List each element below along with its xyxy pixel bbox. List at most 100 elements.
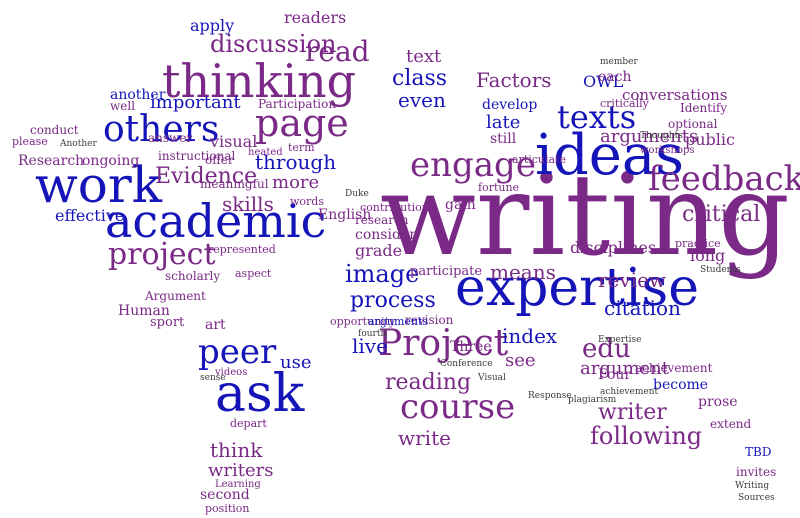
word-TBD: TBD xyxy=(745,445,772,459)
word-Three: Three xyxy=(450,339,492,355)
word-articulate: articulate xyxy=(512,153,567,166)
word-Writing: Writing xyxy=(735,481,770,491)
word-art: art xyxy=(205,317,226,333)
word-page: page xyxy=(255,101,349,145)
word-visual: visual xyxy=(210,132,258,151)
word-text: text xyxy=(406,46,442,67)
word-optional: optional xyxy=(668,117,718,131)
word-work: work xyxy=(35,156,163,214)
word-videos: videos xyxy=(215,367,248,378)
word-disciplines: disciplines xyxy=(570,238,657,257)
word-Human: Human xyxy=(118,303,170,319)
word-meaningful: meaningful xyxy=(200,177,269,191)
word-become: become xyxy=(653,377,709,393)
word-Project: Project xyxy=(378,323,509,364)
word-see: see xyxy=(505,350,536,371)
word-contributions: contributions xyxy=(360,201,435,214)
word-Sources: Sources xyxy=(738,493,775,503)
word-still: still xyxy=(490,131,517,147)
word-each: each xyxy=(598,69,632,85)
word-readers: readers xyxy=(284,8,347,27)
word-think: think xyxy=(210,438,263,462)
word-writer: writer xyxy=(598,400,667,425)
word-reading: reading xyxy=(385,370,472,395)
word-Another: Another xyxy=(60,139,97,149)
word-conversations: conversations xyxy=(622,86,728,104)
word-Participation: Participation xyxy=(258,97,337,111)
word-Visual: Visual xyxy=(478,373,506,383)
word-conduct: conduct xyxy=(30,123,79,137)
word-participate: participate xyxy=(410,264,483,279)
word-Expertise: Expertise xyxy=(598,335,642,345)
word-ideas: ideas xyxy=(535,123,685,188)
word-depart: depart xyxy=(230,417,267,430)
word-Students: Students xyxy=(700,265,741,275)
word-revision: revision xyxy=(405,313,454,327)
word-discussion: discussion xyxy=(210,30,337,58)
word-fourth: fourth xyxy=(358,329,387,339)
word-Argument: Argument xyxy=(145,289,206,303)
word-Evidence: Evidence xyxy=(155,164,258,189)
word-please: please xyxy=(12,135,48,148)
word-peer: peer xyxy=(198,332,277,372)
word-writing: writing xyxy=(380,151,790,281)
word-apply: apply xyxy=(190,16,235,35)
word-means: means xyxy=(490,260,556,284)
word-Conference: Conference xyxy=(440,359,493,369)
word-important: important xyxy=(150,92,241,113)
word-ongoing: ongoing xyxy=(82,153,140,169)
word-workshops: workshops xyxy=(640,145,695,156)
word-expertise: expertise xyxy=(455,258,700,318)
word-read: read xyxy=(305,35,370,68)
word-Research: Research xyxy=(18,153,85,169)
word-texts: texts xyxy=(557,98,637,136)
word-argument: argument xyxy=(580,358,669,379)
word-long: long xyxy=(690,246,726,265)
word-more: more xyxy=(272,172,320,193)
word-achievement-2: achievement xyxy=(600,387,659,397)
word-scholarly: scholarly xyxy=(165,269,221,283)
word-practice: practice xyxy=(675,237,721,250)
word-words: words xyxy=(290,195,324,208)
word-citation: citation xyxy=(604,296,681,320)
word-extend: extend xyxy=(710,417,752,431)
word-Thoughts: Thoughts xyxy=(640,131,683,141)
word-second: second xyxy=(200,487,250,503)
word-effective: effective xyxy=(55,206,125,225)
word-answer: answer xyxy=(148,131,193,145)
word-plagiarism: plagiarism xyxy=(568,395,617,405)
word-review: review xyxy=(598,268,667,292)
word-represented: represented xyxy=(208,243,276,256)
word-index: index xyxy=(502,324,558,348)
word-project: project xyxy=(108,237,216,272)
word-academic: academic xyxy=(105,194,327,248)
word-opportunity: opportunity xyxy=(330,315,396,328)
word-following: following xyxy=(590,422,703,450)
word-critical: critical xyxy=(682,202,761,227)
word-another: another xyxy=(110,87,166,103)
word-well: well xyxy=(110,99,136,113)
word-term: term xyxy=(288,141,315,154)
word-engage: engage xyxy=(410,145,536,185)
word-arguments-2: arguments xyxy=(368,315,429,328)
word-live: live xyxy=(352,334,388,358)
word-Response: Response xyxy=(528,391,572,401)
word-research: research xyxy=(355,213,409,227)
word-writers: writers xyxy=(208,460,274,481)
word-class: class xyxy=(392,66,448,91)
word-fortune: fortune xyxy=(478,181,520,194)
word-prose: prose xyxy=(698,394,738,410)
word-instructional: instructional xyxy=(158,149,236,163)
word-use: use xyxy=(280,352,312,373)
word-Duke: Duke xyxy=(345,189,369,199)
word-Identify: Identify xyxy=(680,101,728,115)
word-arguments: arguments xyxy=(600,126,699,147)
word-through: through xyxy=(255,150,337,174)
word-late: late xyxy=(486,112,521,133)
word-thinking: thinking xyxy=(162,54,357,108)
word-edu: edu xyxy=(582,334,631,364)
word-develop: develop xyxy=(482,97,538,113)
word-OWL: OWL xyxy=(583,72,624,91)
word-critically: critically xyxy=(600,97,649,110)
